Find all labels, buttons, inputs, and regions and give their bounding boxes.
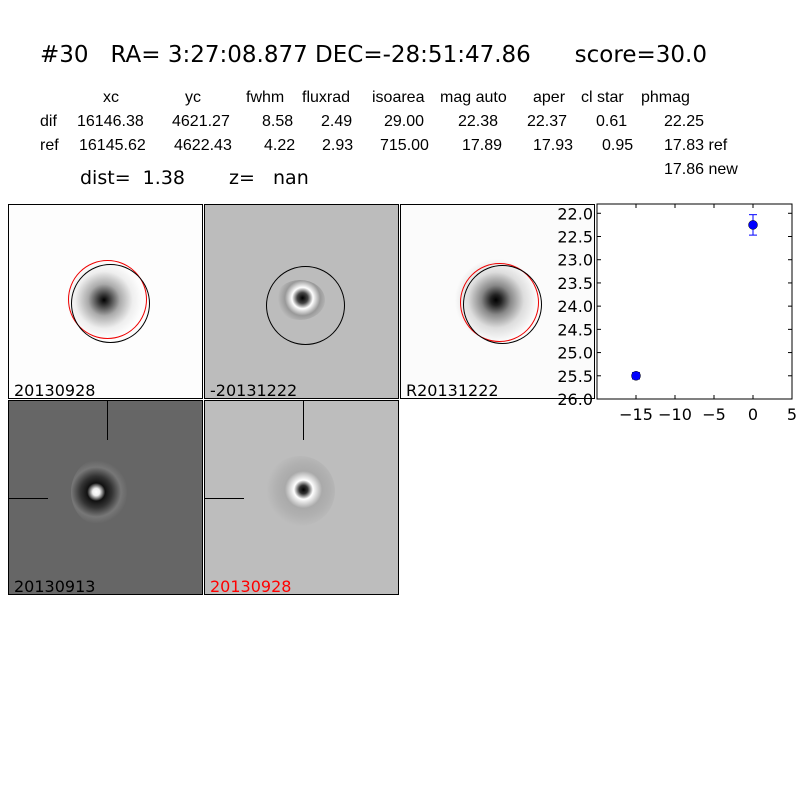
panel-label: -20131222 [210,381,298,399]
table-cell: 17.83 ref [664,137,728,154]
table-cell: 0.95 [602,137,634,154]
y-tick-label: 25.5 [557,367,593,386]
panel-label: 20130928 [210,577,292,595]
column-header: mag auto [440,89,507,106]
black-circle [266,266,345,345]
image-panel-diff[interactable]: -20131222 [204,204,399,399]
y-tick-label: 23.0 [557,251,593,270]
panel-label: 20130928 [14,381,96,399]
crosshair-top [303,401,305,440]
table-cell: 22.38 [458,113,499,130]
y-tick-label: 24.5 [557,320,593,339]
table-cell: 2.93 [322,137,354,154]
column-header: aper [533,89,566,106]
image-panel-ref[interactable]: R20131222 [400,204,595,399]
table-cell: 4621.27 [172,113,230,130]
row-label: dif [40,113,57,130]
column-header: fluxrad [302,89,351,106]
figure-title: #30 RA= 3:27:08.877 DEC=-28:51:47.86 sco… [40,42,707,68]
table-cell: 4622.43 [174,137,232,154]
z-value: z= nan [229,167,309,189]
column-header: isoarea [372,89,425,106]
column-header: cl star [581,89,624,106]
score-value: score=30.0 [574,42,707,68]
table-cell: 17.93 [533,137,574,154]
diff-source [265,456,335,526]
crosshair-left [205,498,244,500]
plot-frame [596,203,793,400]
x-tick-label: −5 [702,405,726,424]
table-cell: 715.00 [380,137,429,154]
ra-value: RA= 3:27:08.877 [110,42,308,68]
data-point [748,220,758,230]
black-circle [71,264,150,343]
table-cell: 29.00 [384,113,425,130]
dist-value: dist= 1.38 [80,167,185,189]
table-cell: 22.25 [664,113,705,130]
table-cell: 16146.38 [77,113,144,130]
column-header: xc [103,89,119,106]
phmag-new: 17.86 new [664,161,738,178]
table-cell: 2.49 [321,113,353,130]
x-tick-label: 0 [748,405,758,424]
row-label: ref [40,137,59,154]
panel-label: 20130913 [14,577,96,595]
table-cell: 0.61 [596,113,628,130]
image-panel-new[interactable]: 20130928 [8,204,203,399]
image-panel-diff-2[interactable]: 20130928 [204,400,399,595]
dec-value: DEC=-28:51:47.86 [315,42,531,68]
x-tick-label: −15 [619,405,653,424]
x-tick-label: 5 [787,405,797,424]
y-tick-label: 22.5 [557,228,593,247]
y-tick-label: 24.0 [557,297,593,316]
image-panel-old[interactable]: 20130913 [8,400,203,595]
table-cell: 4.22 [264,137,296,154]
y-tick-label: 25.0 [557,344,593,363]
x-tick-label: −10 [658,405,692,424]
crosshair-top [107,401,109,440]
y-tick-label: 26.0 [557,390,593,409]
data-point [631,371,641,381]
y-tick-label: 23.5 [557,274,593,293]
black-circle [463,265,542,344]
table-cell: 8.58 [262,113,294,130]
panel-label: R20131222 [406,381,499,399]
column-header: fwhm [246,89,285,106]
crosshair-left [9,498,48,500]
table-cell: 22.37 [527,113,568,130]
diff-source [71,459,127,525]
table-cell: 16145.62 [79,137,146,154]
y-tick-label: 22.0 [557,204,593,223]
table-cell: 17.89 [462,137,503,154]
column-header: phmag [641,89,690,106]
candidate-id: #30 [40,42,89,68]
column-header: yc [185,89,201,106]
